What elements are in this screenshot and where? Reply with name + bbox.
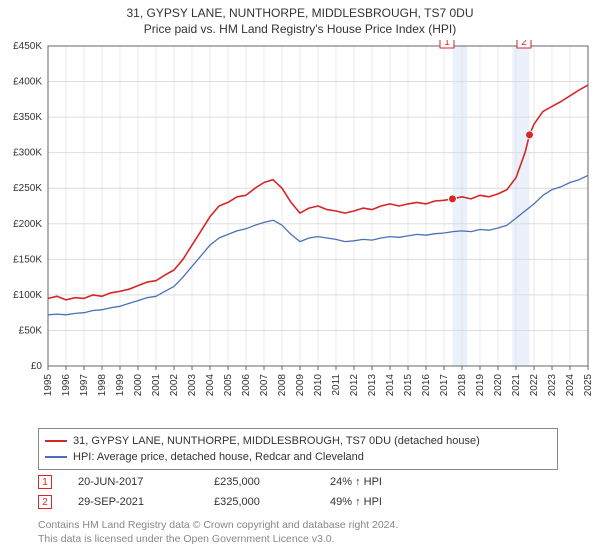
svg-text:2: 2 — [521, 40, 527, 48]
svg-text:2021: 2021 — [511, 374, 522, 397]
svg-text:2022: 2022 — [529, 374, 540, 397]
page-subtitle: Price paid vs. HM Land Registry's House … — [0, 22, 600, 36]
svg-text:£50K: £50K — [19, 325, 43, 336]
svg-text:2020: 2020 — [493, 374, 504, 397]
marker-price: £325,000 — [214, 496, 304, 508]
marker-badge: 2 — [38, 495, 52, 509]
svg-text:£400K: £400K — [13, 77, 42, 88]
svg-text:£350K: £350K — [13, 112, 42, 123]
legend-item: 31, GYPSY LANE, NUNTHORPE, MIDDLESBROUGH… — [45, 433, 551, 449]
svg-text:£150K: £150K — [13, 254, 42, 265]
svg-text:2004: 2004 — [205, 374, 216, 397]
marker-row: 2 29-SEP-2021 £325,000 49% ↑ HPI — [38, 492, 420, 512]
svg-text:£100K: £100K — [13, 290, 42, 301]
footer-line: This data is licensed under the Open Gov… — [38, 532, 398, 546]
svg-text:2016: 2016 — [421, 374, 432, 397]
svg-text:2014: 2014 — [385, 374, 396, 397]
svg-text:1998: 1998 — [97, 374, 108, 397]
svg-text:2024: 2024 — [565, 374, 576, 397]
marker-date: 29-SEP-2021 — [78, 496, 188, 508]
svg-text:2000: 2000 — [133, 374, 144, 397]
marker-diff: 24% ↑ HPI — [330, 476, 420, 488]
svg-text:£450K: £450K — [13, 41, 42, 52]
marker-badge: 1 — [38, 475, 52, 489]
svg-text:1996: 1996 — [61, 374, 72, 397]
legend-label: 31, GYPSY LANE, NUNTHORPE, MIDDLESBROUGH… — [73, 433, 480, 449]
svg-text:1999: 1999 — [115, 374, 126, 397]
titles: 31, GYPSY LANE, NUNTHORPE, MIDDLESBROUGH… — [0, 0, 600, 36]
svg-text:1995: 1995 — [43, 374, 54, 397]
legend-swatch — [45, 456, 67, 458]
svg-text:2009: 2009 — [295, 374, 306, 397]
svg-text:2015: 2015 — [403, 374, 414, 397]
svg-text:1: 1 — [444, 40, 450, 48]
svg-text:£250K: £250K — [13, 183, 42, 194]
svg-text:2007: 2007 — [259, 374, 270, 397]
svg-text:2019: 2019 — [475, 374, 486, 397]
svg-text:2010: 2010 — [313, 374, 324, 397]
svg-text:2012: 2012 — [349, 374, 360, 397]
svg-text:1997: 1997 — [79, 374, 90, 397]
svg-text:£0: £0 — [31, 361, 43, 372]
svg-text:2018: 2018 — [457, 374, 468, 397]
svg-text:£200K: £200K — [13, 219, 42, 230]
svg-text:2025: 2025 — [583, 374, 594, 397]
svg-text:2005: 2005 — [223, 374, 234, 397]
chart: £0 £50K £100K £150K £200K £250K £300K £350K £400… — [0, 40, 600, 420]
legend-label: HPI: Average price, detached house, Redc… — [73, 449, 364, 465]
marker-date: 20-JUN-2017 — [78, 476, 188, 488]
svg-text:2013: 2013 — [367, 374, 378, 397]
svg-text:2006: 2006 — [241, 374, 252, 397]
svg-text:2017: 2017 — [439, 374, 450, 397]
legend: 31, GYPSY LANE, NUNTHORPE, MIDDLESBROUGH… — [38, 428, 558, 470]
page-title: 31, GYPSY LANE, NUNTHORPE, MIDDLESBROUGH… — [0, 6, 600, 20]
marker-table: 1 20-JUN-2017 £235,000 24% ↑ HPI 2 29-SEP-202… — [38, 472, 420, 512]
svg-text:2023: 2023 — [547, 374, 558, 397]
chart-container: { "title_line1": "31, GYPSY LANE, NUNTHO… — [0, 0, 600, 560]
footer-line: Contains HM Land Registry data © Crown c… — [38, 518, 398, 532]
marker-diff: 49% ↑ HPI — [330, 496, 420, 508]
chart-svg: £0 £50K £100K £150K £200K £250K £300K £350K £400… — [0, 40, 600, 420]
svg-text:2003: 2003 — [187, 374, 198, 397]
legend-swatch — [45, 440, 67, 442]
footer: Contains HM Land Registry data © Crown c… — [38, 518, 398, 546]
svg-text:2002: 2002 — [169, 374, 180, 397]
svg-text:2001: 2001 — [151, 374, 162, 397]
svg-text:£300K: £300K — [13, 148, 42, 159]
svg-text:2011: 2011 — [331, 374, 342, 396]
legend-item: HPI: Average price, detached house, Redc… — [45, 449, 551, 465]
svg-text:2008: 2008 — [277, 374, 288, 397]
marker-row: 1 20-JUN-2017 £235,000 24% ↑ HPI — [38, 472, 420, 492]
marker-price: £235,000 — [214, 476, 304, 488]
